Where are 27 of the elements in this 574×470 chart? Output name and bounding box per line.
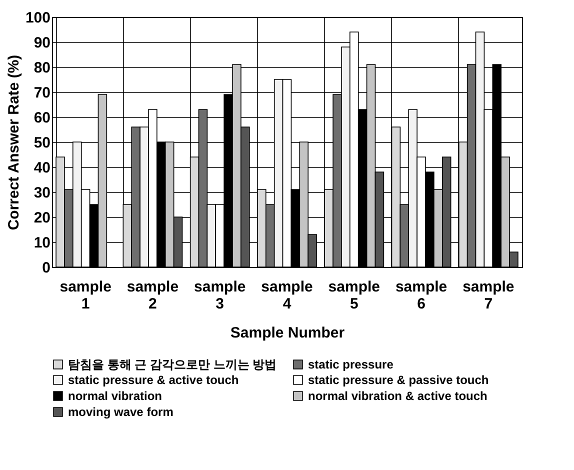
y-tick-label: 10	[34, 234, 50, 252]
legend-label: static pressure	[308, 357, 394, 372]
x-tick-label: sample 2	[126, 278, 179, 312]
y-tick-label: 50	[34, 134, 50, 152]
legend-label: normal vibration & active touch	[308, 389, 488, 403]
x-tick-label: sample 3	[194, 278, 246, 312]
legend-label: normal vibration	[68, 389, 162, 403]
y-axis-title: Correct Answer Rate (%)	[5, 54, 22, 230]
x-tick-label: sample 5	[328, 278, 380, 312]
x-tick-label: sample 7	[462, 278, 514, 312]
legend-label: 탐침을 통해 근 감각으로만 느끼는 방법	[68, 357, 277, 372]
y-tick-label: 40	[34, 160, 50, 176]
y-tick-label: 70	[34, 84, 50, 102]
x-axis-title: Sample Number	[230, 324, 345, 342]
x-tick-label: sample 6	[395, 278, 448, 312]
legend-label: moving wave form	[68, 405, 174, 419]
legend-label: static pressure & passive touch	[308, 373, 489, 387]
x-tick-label: sample 4	[261, 278, 313, 312]
y-tick-label: 80	[34, 60, 50, 76]
y-tick-label: 20	[34, 210, 50, 226]
legend-label: static pressure & active touch	[68, 373, 239, 387]
x-tick-label: sample 1	[60, 278, 112, 312]
y-tick-label: 30	[34, 184, 50, 202]
y-tick-label: 100	[25, 10, 50, 26]
y-tick-label: 0	[42, 260, 50, 276]
y-tick-label: 60	[34, 110, 50, 126]
y-tick-label: 90	[34, 34, 50, 52]
